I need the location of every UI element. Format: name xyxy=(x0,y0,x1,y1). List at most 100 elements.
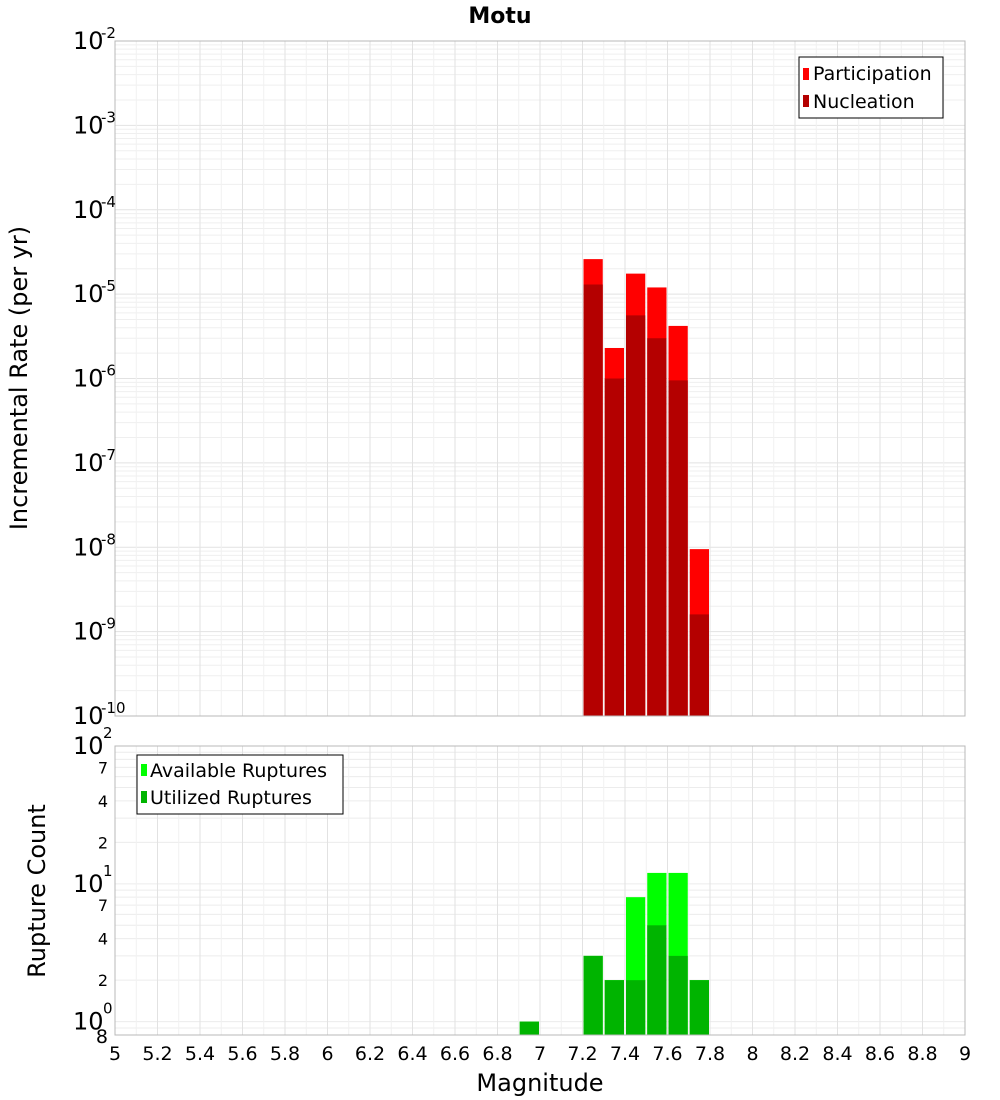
bottom-y-tick-base: 10 xyxy=(73,1008,104,1036)
top-y-tick-base: 10 xyxy=(73,280,104,308)
top-y-tick-label: 10-4 xyxy=(73,193,116,224)
bottom-legend: Available Ruptures Utilized Ruptures xyxy=(136,754,344,815)
x-tick-label: 7.2 xyxy=(567,1043,597,1065)
top-y-tick-exponent: -7 xyxy=(101,446,116,464)
bottom-y-axis-label: Rupture Count xyxy=(23,804,51,978)
top-y-tick-label: 10-3 xyxy=(73,108,116,139)
top-bar-nucleation xyxy=(647,338,667,716)
bottom-y-tick-exponent: 1 xyxy=(103,862,113,880)
top-y-tick-exponent: -8 xyxy=(101,530,116,548)
x-tick-label: 8.8 xyxy=(907,1043,937,1065)
top-y-tick-exponent: -3 xyxy=(101,108,116,126)
bottom-y-tick-exponent: 2 xyxy=(103,724,113,742)
top-bars xyxy=(583,259,709,716)
top-gridlines xyxy=(114,41,966,717)
top-y-tick-exponent: -4 xyxy=(101,193,116,211)
legend-swatch-available xyxy=(141,764,147,776)
top-legend: Participation Nucleation xyxy=(798,56,944,119)
bottom-y-minor-tick-label: 4 xyxy=(98,930,108,949)
bottom-bar-utilized-ruptures xyxy=(604,980,624,1035)
top-bar-nucleation xyxy=(583,284,603,716)
legend-swatch-participation xyxy=(803,68,809,80)
top-y-tick-label: 10-5 xyxy=(73,277,116,308)
bottom-bar-utilized-ruptures xyxy=(647,925,667,1035)
top-y-tick-base: 10 xyxy=(73,196,104,224)
top-y-axis-label: Incremental Rate (per yr) xyxy=(5,226,33,530)
top-y-tick-base: 10 xyxy=(73,533,104,561)
x-tick-label: 8 xyxy=(746,1043,758,1065)
bottom-y-tick-base: 10 xyxy=(73,870,104,898)
x-tick-label: 7.4 xyxy=(610,1043,640,1065)
bottom-y-minor-tick-label: 2 xyxy=(98,971,108,990)
x-tick-label: 7.6 xyxy=(652,1043,682,1065)
top-bar-nucleation xyxy=(668,380,688,716)
x-tick-label: 5 xyxy=(109,1043,121,1065)
bottom-bars xyxy=(519,872,709,1035)
x-tick-label: 8.2 xyxy=(780,1043,810,1065)
bottom-y-minor-tick-label: 7 xyxy=(98,758,108,777)
bottom-y-minor-tick-label: 7 xyxy=(98,896,108,915)
bottom-y-tick-label: 10 0 xyxy=(73,1000,113,1036)
top-y-tick-label: 10-8 xyxy=(73,530,116,561)
top-y-tick-base: 10 xyxy=(73,702,104,730)
x-tick-label: 5.4 xyxy=(185,1043,215,1065)
bottom-bar-utilized-ruptures xyxy=(583,955,603,1035)
top-bar-nucleation xyxy=(626,315,646,716)
legend-label-participation: Participation xyxy=(813,63,932,85)
bottom-y-tick-label: 10 2 xyxy=(73,724,113,760)
bottom-y-tick-label: 10 1 xyxy=(73,862,113,898)
top-y-tick-label: 10-2 xyxy=(73,24,116,55)
bottom-bar-utilized-ruptures xyxy=(519,1021,539,1035)
bottom-legend-box xyxy=(136,754,344,815)
top-y-tick-exponent: -6 xyxy=(101,362,116,380)
top-y-tick-base: 10 xyxy=(73,618,104,646)
x-tick-label: 5.8 xyxy=(270,1043,300,1065)
top-y-tick-label: 10-9 xyxy=(73,615,116,646)
top-y-tick-label: 10-6 xyxy=(73,362,116,393)
x-tick-labels: 5 5.2 5.4 5.6 5.8 6 6.2 6.4 6.6 6.8 7 7.2 7.4 7.6 7.8 8… xyxy=(109,1043,971,1065)
x-tick-label: 8.4 xyxy=(822,1043,852,1065)
chart-title: Motu xyxy=(468,4,531,29)
bottom-y-minor-tick-label: 2 xyxy=(98,833,108,852)
legend-label-nucleation: Nucleation xyxy=(813,91,915,113)
top-y-tick-label: 10-10 xyxy=(73,699,126,730)
top-plot-border xyxy=(114,40,966,717)
top-y-tick-exponent: -2 xyxy=(101,24,116,42)
top-y-tick-base: 10 xyxy=(73,365,104,393)
x-tick-label: 5.2 xyxy=(142,1043,172,1065)
x-tick-label: 6.6 xyxy=(440,1043,470,1065)
bottom-y-tick-exponent: 0 xyxy=(103,1000,113,1018)
legend-swatch-utilized xyxy=(141,791,147,803)
top-y-tick-base: 10 xyxy=(73,27,104,55)
x-tick-label: 6.4 xyxy=(397,1043,427,1065)
x-tick-label: 6.2 xyxy=(355,1043,385,1065)
top-y-tick-base: 10 xyxy=(73,111,104,139)
top-y-tick-exponent: -9 xyxy=(101,615,116,633)
x-tick-label: 6.8 xyxy=(482,1043,512,1065)
x-axis-label: Magnitude xyxy=(476,1069,603,1097)
x-tick-label: 5.6 xyxy=(227,1043,257,1065)
bottom-y-tick-label-8: 8 xyxy=(96,1026,108,1048)
bottom-bar-utilized-ruptures xyxy=(689,980,709,1035)
legend-label-available: Available Ruptures xyxy=(150,760,327,782)
bottom-plot-border xyxy=(114,745,966,1036)
bottom-bar-utilized-ruptures xyxy=(626,980,646,1035)
x-tick-label: 9 xyxy=(959,1043,971,1065)
top-bar-nucleation xyxy=(604,378,624,716)
top-y-tick-exponent: -10 xyxy=(101,699,126,717)
x-tick-label: 7.8 xyxy=(695,1043,725,1065)
legend-swatch-nucleation xyxy=(803,95,809,107)
top-bar-nucleation xyxy=(689,614,709,716)
x-tick-label: 6 xyxy=(321,1043,333,1065)
top-y-tick-label: 10-7 xyxy=(73,446,116,477)
bottom-y-tick-base: 10 xyxy=(73,732,104,760)
top-y-tick-base: 10 xyxy=(73,449,104,477)
x-tick-label: 8.6 xyxy=(865,1043,895,1065)
x-tick-label: 7 xyxy=(534,1043,546,1065)
bottom-bar-utilized-ruptures xyxy=(668,955,688,1035)
top-legend-box xyxy=(798,56,944,119)
top-y-tick-exponent: -5 xyxy=(101,277,116,295)
